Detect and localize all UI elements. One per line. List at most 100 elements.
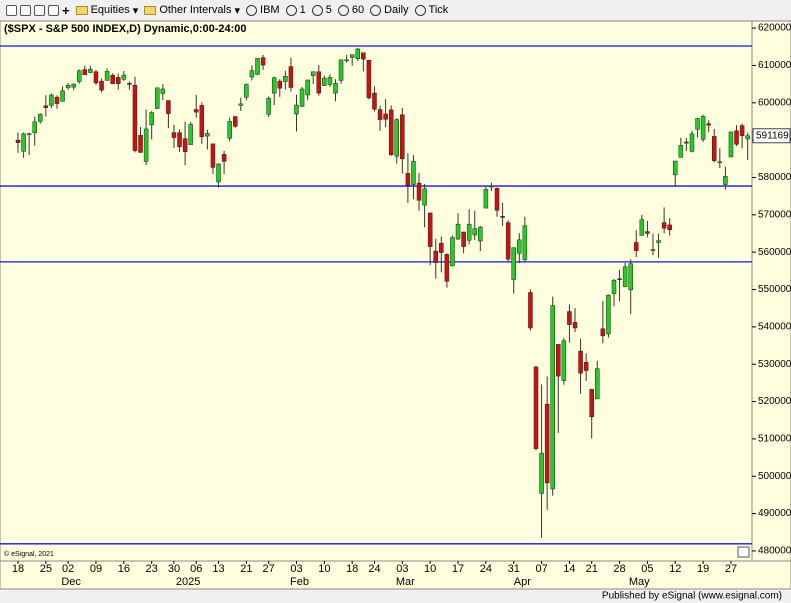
interval-button[interactable]: 5	[311, 4, 332, 16]
candle-body	[377, 109, 383, 120]
candle-body	[539, 452, 544, 494]
candle-body	[49, 94, 54, 106]
candle-body	[667, 224, 672, 231]
candle-body	[260, 57, 266, 66]
x-tick-label: 03	[396, 563, 408, 575]
x-tick-label: 21	[586, 563, 598, 575]
candle-body	[483, 189, 489, 209]
candle-body	[299, 88, 305, 107]
candle-body	[344, 59, 349, 62]
intervals-menu[interactable]: Other Intervals ▾	[144, 4, 240, 17]
candle-body	[400, 114, 405, 160]
y-tick-label: 570000	[758, 209, 791, 220]
candle-body	[366, 59, 372, 99]
x-tick-label: 24	[368, 563, 380, 575]
candle-body	[717, 161, 723, 164]
y-tick-label: 520000	[758, 396, 791, 407]
candle-body	[739, 125, 745, 136]
interval-button[interactable]: Daily	[370, 4, 409, 16]
month-label: Mar	[396, 576, 415, 588]
candle-body	[572, 322, 578, 329]
y-tick-label: 490000	[758, 508, 791, 519]
candle-body	[43, 105, 49, 108]
x-tick-label: 05	[641, 563, 653, 575]
candle-body	[673, 160, 678, 176]
x-tick-label: 25	[40, 563, 52, 575]
candle-body	[583, 362, 589, 371]
candle-body	[26, 133, 32, 136]
candle-body	[88, 68, 93, 73]
x-tick-label: 27	[263, 563, 275, 575]
candle-body	[82, 69, 88, 76]
x-tick-label: 10	[318, 563, 330, 575]
candle-body	[71, 83, 76, 88]
x-tick-label: 24	[480, 563, 492, 575]
candle-body	[706, 123, 711, 126]
candle-body	[517, 239, 522, 254]
candle-body	[21, 133, 26, 152]
candle-body	[65, 84, 71, 89]
y-tick-label: 560000	[758, 247, 791, 258]
candle-body	[99, 80, 104, 91]
x-tick-label: 09	[90, 563, 102, 575]
candle-body	[188, 124, 193, 145]
scroll-button[interactable]	[737, 546, 750, 558]
candle-body	[116, 77, 121, 84]
interval-button[interactable]: 60	[337, 4, 364, 16]
candle-body	[728, 131, 734, 158]
x-tick-label: 19	[697, 563, 709, 575]
symbol-button[interactable]: IBM	[246, 4, 280, 16]
candle-body	[645, 231, 650, 234]
x-tick-label: 13	[212, 563, 224, 575]
y-tick-label: 510000	[758, 434, 791, 445]
candle-body	[294, 104, 299, 115]
candle-body	[561, 340, 567, 381]
x-tick-label: 16	[118, 563, 130, 575]
toolbar-icons: +	[6, 3, 70, 18]
x-tick-label: 27	[725, 563, 737, 575]
candle-body	[227, 121, 232, 139]
candle-body	[639, 219, 645, 236]
candle-body	[444, 254, 450, 282]
candle-body	[238, 103, 244, 106]
interval-button[interactable]: 1	[285, 4, 306, 16]
candle-body	[138, 135, 143, 153]
candle-body	[634, 242, 639, 251]
candle-body	[93, 71, 99, 84]
candle-body	[461, 231, 466, 247]
interval-button[interactable]: Tick	[414, 4, 448, 16]
last-price-box	[752, 128, 791, 144]
price-axis	[751, 21, 791, 562]
candle-body	[361, 52, 366, 60]
y-tick-label: 550000	[758, 284, 791, 295]
chart: ($SPX - S&P 500 INDEX,D) Dynamic,0:00-24…	[0, 21, 791, 602]
candle-body	[628, 263, 633, 291]
x-tick-label: 14	[563, 563, 575, 575]
month-label: May	[629, 576, 650, 588]
candle-body	[327, 77, 333, 85]
candle-body	[745, 135, 750, 140]
candle-body	[193, 109, 199, 113]
candle-body	[244, 84, 249, 98]
month-label: Apr	[514, 576, 531, 588]
candle-body	[205, 133, 210, 137]
candle-body	[182, 138, 188, 152]
candle-body	[439, 242, 444, 253]
x-tick-label: 03	[290, 563, 302, 575]
candle-body	[338, 59, 344, 81]
candle-body	[349, 54, 355, 58]
button-label: IBM	[260, 4, 280, 16]
candle-body	[355, 48, 361, 59]
toolbar: + Equities ▾ Other Intervals ▾ IBM 1 5 6…	[0, 0, 791, 21]
candle-body	[433, 250, 438, 263]
candle-body	[567, 311, 572, 325]
y-tick-label: 610000	[758, 60, 791, 71]
candle-body	[132, 84, 138, 151]
candle-body	[166, 100, 171, 114]
candle-body	[271, 77, 277, 94]
candle-body	[160, 88, 166, 94]
x-tick-label: 21	[240, 563, 252, 575]
candle-body	[383, 113, 388, 120]
candle-body	[255, 58, 260, 75]
equities-menu[interactable]: Equities ▾	[75, 4, 138, 17]
